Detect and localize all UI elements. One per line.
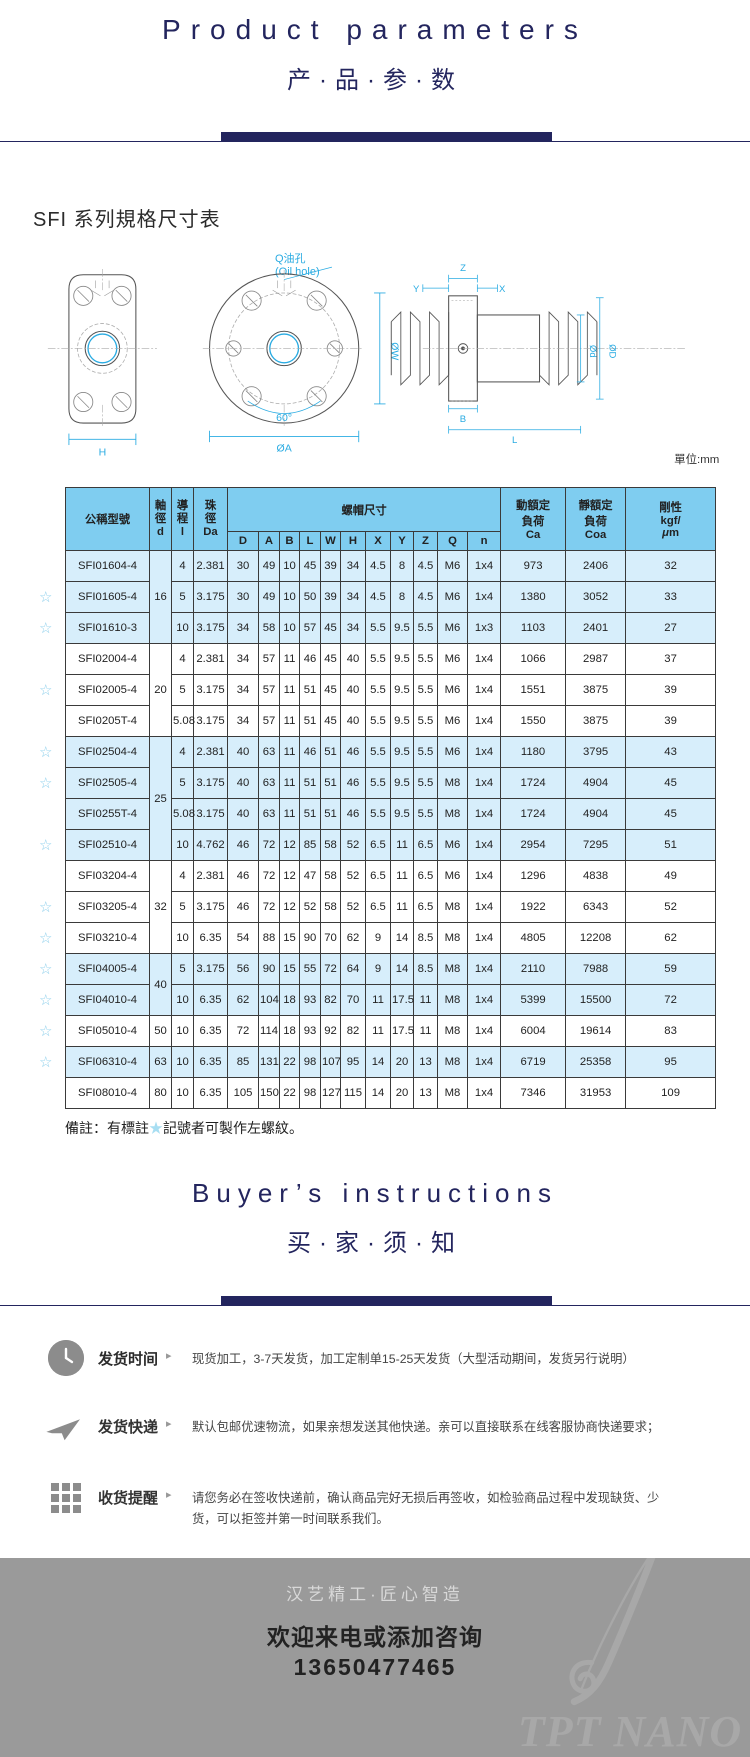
svg-text:ØW: ØW	[388, 342, 400, 360]
svg-text:Z: Z	[460, 263, 466, 274]
svg-text:TPT NANO: TPT NANO	[518, 1707, 742, 1756]
svg-text:X: X	[499, 284, 506, 295]
svg-text:單位:mm: 單位:mm	[674, 452, 719, 466]
svg-text:60°: 60°	[276, 412, 292, 424]
svg-text:L: L	[512, 435, 517, 446]
svg-text:ØD: ØD	[606, 344, 617, 358]
svg-text:Y: Y	[413, 284, 420, 295]
svg-text:ØA: ØA	[277, 443, 292, 455]
svg-text:B: B	[460, 414, 466, 425]
svg-text:H: H	[99, 447, 107, 459]
svg-text:Ød: Ød	[587, 345, 598, 358]
